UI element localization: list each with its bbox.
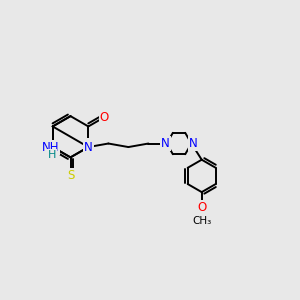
- Text: O: O: [197, 201, 206, 214]
- Text: CH₃: CH₃: [192, 216, 211, 226]
- Text: H: H: [48, 150, 56, 160]
- Text: N: N: [161, 137, 170, 150]
- Text: N: N: [85, 140, 93, 152]
- Text: N: N: [188, 137, 197, 150]
- Text: NH: NH: [41, 141, 59, 154]
- Text: O: O: [100, 111, 109, 124]
- Text: S: S: [67, 169, 74, 182]
- Text: N: N: [84, 141, 93, 154]
